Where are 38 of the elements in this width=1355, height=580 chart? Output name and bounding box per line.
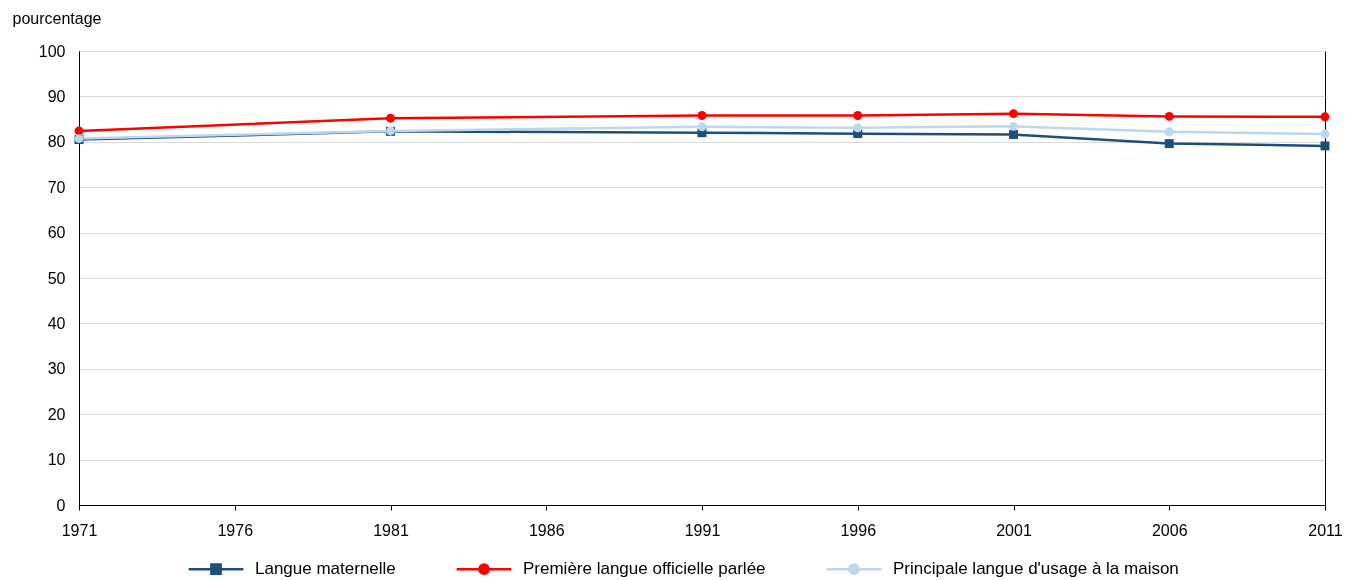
y-tick-label: 60 [47,224,66,242]
point [697,122,707,132]
point [1009,109,1018,119]
x-tick-label: 2001 [996,521,1032,539]
x-tick-label: 1986 [528,521,565,539]
legend-label: Langue maternelle [255,559,396,579]
point [1009,121,1018,131]
point [386,113,395,123]
point [1164,127,1174,137]
legend-label: Première langue officielle parlée [523,559,766,579]
point [697,111,707,120]
y-tick-label: 0 [56,496,66,514]
legend-label: Principale langue d'usage à la maison [893,559,1179,579]
point [1164,111,1174,121]
point [853,111,863,120]
point [1320,129,1330,139]
point [1164,139,1174,149]
point [1009,130,1018,140]
x-tick-label: 1981 [373,521,409,539]
y-tick-label: 80 [47,133,66,151]
y-tick-label: 10 [47,451,66,469]
y-tick-label: 90 [47,87,66,105]
x-tick-label: 1976 [217,521,254,539]
x-tick-label: 2011 [1308,521,1343,539]
y-tick-label: 70 [47,178,66,196]
y-tick-label: 50 [47,269,66,287]
y-tick-label: 40 [47,314,66,332]
point [1320,112,1330,122]
x-tick-label: 1991 [684,521,721,539]
y-axis-title: pourcentage [12,9,102,27]
y-tick-label: 20 [47,405,66,423]
point [1320,141,1330,151]
y-tick-label: 100 [38,42,66,60]
x-tick-label: 1971 [61,521,98,539]
point [853,123,863,133]
x-tick-label: 2006 [1151,521,1188,539]
y-tick-label: 30 [47,360,66,378]
x-tick-label: 1996 [840,521,877,539]
